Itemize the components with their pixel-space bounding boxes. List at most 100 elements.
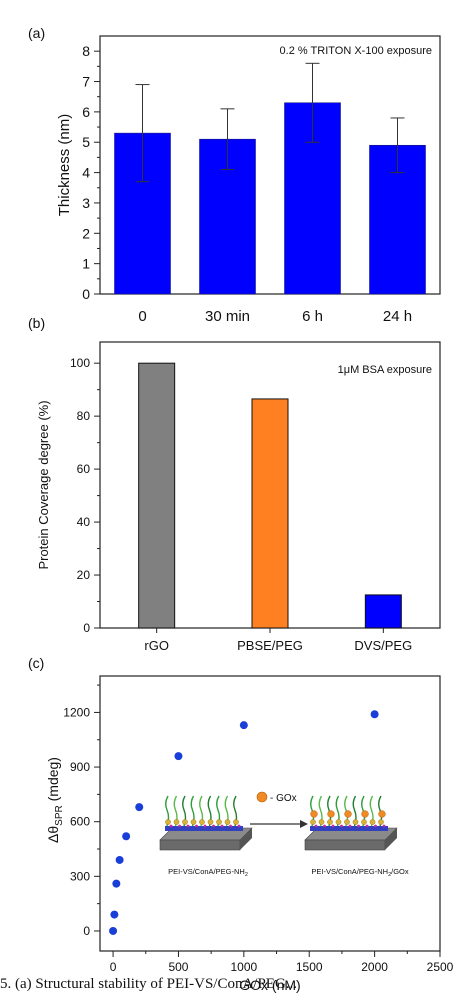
panel-b-x-tick-label: DVS/PEG [354,638,412,653]
linker-dot [237,824,241,828]
gox-molecule [310,810,318,818]
linker-dot [169,824,173,828]
panel-b-y-tick-label: 60 [77,462,91,476]
panel-b-y-axis: 0 20 40 60 80 100 [70,356,100,635]
inset-left-caption: PEI-VS/ConA/PEG-NH2 [168,867,248,878]
panel-c-x-tick-label: 500 [168,960,188,974]
cona-molecule [233,819,239,825]
linker-dot [178,824,181,828]
inset-right-caption: PEI-VS/ConA/PEG-NH2/GOx [311,867,409,878]
panel-a-y-tick-label: 8 [82,43,90,59]
cona-molecule [310,819,316,825]
inset-left-molecules [165,795,241,828]
panel-c-x-axis-label: GOx (nM) [239,977,300,993]
panel-a-y-tick-label: 7 [82,74,90,90]
panel-c-x-tick-label: 1500 [296,960,323,974]
panel-b-y-tick-label: 0 [83,621,90,635]
panel-c-x-tick-label: 2000 [361,960,388,974]
panel-a-y-tick-label: 0 [82,286,90,302]
panel-a-x-tick-label: 30 min [205,308,250,325]
linker-dot [186,824,190,828]
panel-b-bar [364,594,402,629]
panel-c-y-tick-label: 0 [83,924,90,938]
linker-dot [348,824,352,828]
panel-c-data-point [112,879,121,888]
gox-molecule [327,810,335,818]
cona-molecule [165,819,171,825]
panel-a-y-tick-label: 3 [82,195,90,211]
panel-a-y-tick-label: 4 [82,165,90,181]
cona-molecule [352,819,359,825]
gox-molecule [361,810,369,818]
panel-c-data-point [110,910,119,919]
panel-b-y-tick-label: 20 [77,568,91,582]
inset-right-molecules [310,795,386,828]
panel-c-x-axis: 0 500 1000 1500 2000 2500 [110,951,454,974]
panel-c-data-point [135,803,144,812]
gox-legend-icon [256,791,268,803]
cona-molecule [344,819,350,825]
panel-a-x-axis: 0 30 min 6 h 24 h [138,308,412,325]
linker-dot [331,824,335,828]
panel-a-x-tick-label: 24 h [383,308,412,325]
linker-dot [203,824,207,828]
panel-c-data-point [174,752,183,761]
cona-molecule [182,819,188,825]
panel-c-x-tick-label: 1000 [230,960,257,974]
panel-a-annotation: 0.2 % TRITON X-100 exposure [280,45,432,57]
panel-b-bar [138,362,176,629]
panel-a-bars [114,62,426,295]
panel-c-points [109,710,379,935]
linker-dot [212,824,215,828]
linker-dot [365,824,369,828]
panel-a: (a) 0.2 % TRITON X-100 exposure Thicknes… [28,25,441,325]
panel-c-y-axis: 0 300 600 900 1200 [63,684,100,938]
gox-molecule [378,810,386,818]
panel-c-y-tick-label: 1200 [63,705,90,719]
panel-c-y-tick-label: 900 [70,760,90,774]
linker-dot [323,824,326,828]
linker-dot [340,824,343,828]
figure-caption: 5. (a) Structural stability of PEI-VS/Co… [0,976,298,992]
panel-c-data-point [239,721,248,730]
linker-dot [382,824,386,828]
cona-molecule [173,819,180,825]
panel-a-x-tick-label: 0 [138,308,146,325]
cona-molecule [199,819,205,825]
panel-c-y-tick-label: 600 [70,815,90,829]
panel-c-y-tick-label: 300 [70,869,90,883]
panel-c-x-tick-label: 2500 [427,960,454,974]
panel-b-x-axis: rGO PBSE/PEG DVS/PEG [144,628,412,653]
linker-dot [220,824,224,828]
linker-dot [357,824,360,828]
cona-molecule [190,819,197,825]
panel-c-x-tick-label: 0 [110,960,117,974]
gox-molecule [344,810,352,818]
panel-a-y-axis: 0 1 2 3 4 5 6 7 8 [82,43,100,302]
panel-b-y-tick-label: 80 [77,409,91,423]
linker-dot [195,824,198,828]
panel-a-y-tick-label: 2 [82,225,90,241]
panel-c-data-point [109,926,118,935]
panel-b-bars [138,362,402,629]
panel-b-y-axis-label: Protein Coverage degree (%) [36,400,51,569]
linker-dot [229,824,232,828]
panel-a-y-tick-label: 1 [82,256,90,272]
panel-a-y-axis-label: Thickness (nm) [56,114,73,217]
inset-left-surface [159,795,253,851]
inset-arrow-head [300,820,308,828]
cona-molecule [327,819,333,825]
linker-dot [374,824,377,828]
panel-c-inset: - GOx PEI-VS/ConA/PEG-NH2 PEI-VS/ConA/PE… [159,791,409,878]
panel-a-x-tick-label: 6 h [302,308,323,325]
panel-c: (c) ΔθSPR (mdeg) GOx (nM) 0 300 600 900 1200… [28,655,454,993]
panel-a-y-tick-label: 6 [82,104,90,120]
panel-b-x-tick-label: rGO [144,638,169,653]
cona-molecule [369,819,376,825]
panel-b-annotation: 1μM BSA exposure [338,364,432,376]
panel-c-data-point [115,855,124,864]
panel-c-label: (c) [28,655,44,671]
cona-molecule [361,819,367,825]
panel-b-bar [251,398,289,629]
